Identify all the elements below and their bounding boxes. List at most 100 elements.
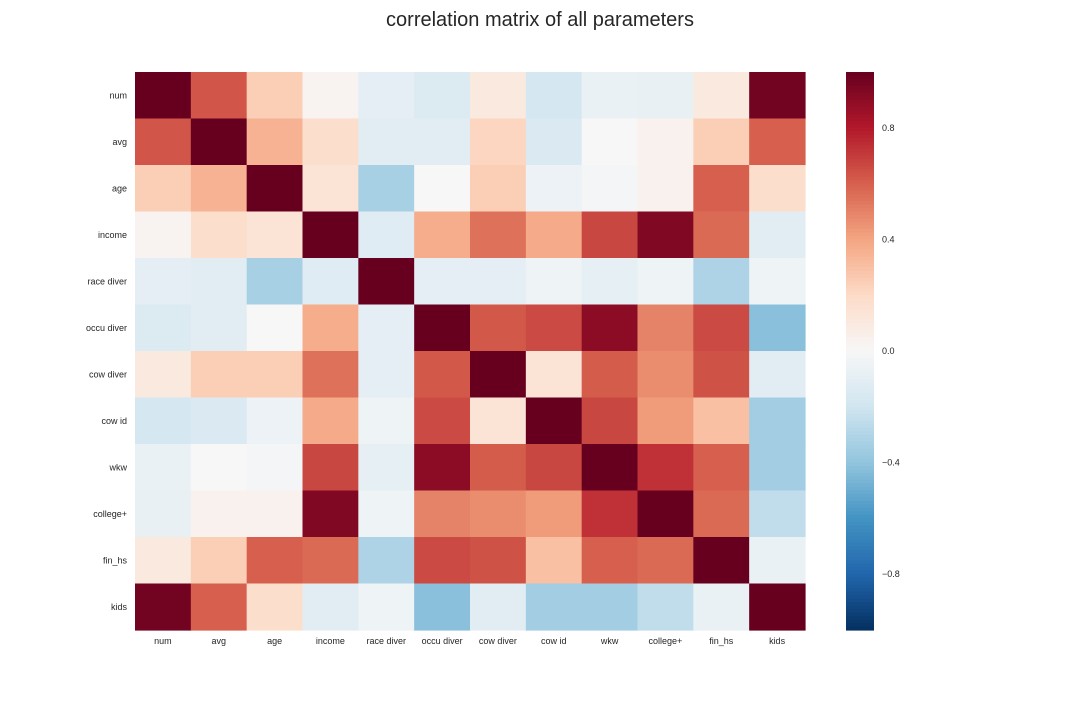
heatmap-cell — [581, 258, 639, 306]
heatmap-cell — [693, 211, 750, 259]
heatmap-cell — [246, 72, 304, 120]
colorbar-segment — [846, 228, 874, 234]
heatmap-cell — [135, 258, 192, 306]
colorbar-segment — [846, 364, 874, 370]
heatmap-cell — [581, 490, 639, 538]
heatmap-cell — [414, 165, 471, 213]
heatmap-cell — [749, 397, 806, 445]
colorbar-segment — [846, 106, 874, 111]
colorbar-segment — [846, 166, 874, 171]
colorbar-segment — [846, 445, 874, 450]
heatmap-cell — [135, 72, 192, 120]
y-tick-label: occu diver — [86, 323, 127, 333]
heatmap-cell — [190, 397, 248, 445]
heatmap-cell — [525, 258, 583, 306]
colorbar-segment — [846, 560, 874, 565]
y-tick-label: kids — [111, 602, 128, 612]
colorbar-segment — [846, 595, 874, 600]
heatmap-cell — [302, 165, 359, 213]
heatmap-cell — [302, 118, 359, 166]
colorbar-segment — [846, 417, 874, 422]
colorbar-segment — [846, 459, 874, 464]
heatmap-cell — [749, 490, 806, 538]
colorbar-segment — [846, 399, 874, 404]
heatmap-cell — [693, 583, 750, 631]
heatmap-cell — [637, 211, 694, 259]
colorbar-segment — [846, 82, 874, 87]
heatmap-cell — [414, 444, 471, 492]
y-tick-label: cow id — [101, 416, 127, 426]
heatmap-cell — [637, 72, 694, 120]
y-tick-label: college+ — [93, 509, 127, 519]
colorbar-segment — [846, 626, 874, 631]
colorbar-segment — [846, 288, 874, 293]
heatmap-cell — [525, 304, 583, 352]
heatmap-cell — [302, 537, 359, 585]
colorbar-segment — [846, 385, 874, 390]
heatmap-cell — [749, 72, 806, 120]
heatmap-cell — [190, 165, 248, 213]
heatmap-cell — [581, 537, 639, 585]
heatmap-cells — [135, 72, 806, 631]
chart-title: correlation matrix of all parameters — [386, 9, 694, 31]
heatmap-cell — [470, 72, 527, 120]
colorbar-segment — [846, 493, 874, 499]
heatmap-cell — [190, 444, 248, 492]
colorbar-segment — [846, 148, 874, 153]
colorbar-segment — [846, 218, 874, 223]
colorbar-segment — [846, 239, 874, 244]
heatmap-cell — [246, 397, 304, 445]
colorbar-segment — [846, 249, 874, 254]
x-tick-label: cow id — [541, 636, 567, 646]
heatmap-cell — [637, 537, 694, 585]
heatmap-cell — [190, 304, 248, 352]
heatmap-cell — [749, 444, 806, 492]
heatmap-cell — [414, 537, 471, 585]
colorbar-segment — [846, 99, 874, 104]
colorbar-segment — [846, 208, 874, 213]
colorbar-segment — [846, 323, 874, 328]
colorbar-segment — [846, 382, 874, 387]
x-axis-labels: num avg age income race diver occu diver cow d… — [154, 636, 785, 646]
heatmap-cell — [246, 304, 304, 352]
heatmap-cell — [302, 258, 359, 306]
heatmap-cell — [693, 304, 750, 352]
heatmap-cell — [470, 490, 527, 538]
heatmap-cell — [693, 444, 750, 492]
heatmap-cell — [637, 165, 694, 213]
heatmap-cell — [637, 490, 694, 538]
heatmap-cell — [358, 258, 415, 306]
heatmap-cell — [470, 444, 527, 492]
colorbar-segment — [846, 253, 874, 258]
heatmap-cell — [693, 258, 750, 306]
heatmap-cell — [135, 583, 192, 631]
heatmap-cell — [246, 258, 304, 306]
colorbar-segment — [846, 89, 874, 94]
heatmap-cell — [302, 444, 359, 492]
colorbar-segment — [846, 330, 874, 335]
colorbar-segment — [846, 221, 874, 227]
heatmap-cell — [302, 304, 359, 352]
heatmap-cell — [414, 351, 471, 399]
heatmap-cell — [470, 537, 527, 585]
colorbar-segment — [846, 539, 874, 544]
heatmap-cell — [525, 118, 583, 166]
heatmap-cell — [302, 351, 359, 399]
heatmap-cell — [246, 351, 304, 399]
heatmap-cell — [302, 583, 359, 631]
heatmap-cell — [414, 211, 471, 259]
colorbar-segment — [846, 427, 874, 432]
heatmap-cell — [749, 211, 806, 259]
colorbar-segment — [846, 507, 874, 513]
colorbar-segment — [846, 120, 874, 125]
colorbar-segment — [846, 500, 874, 506]
heatmap-cell — [470, 118, 527, 166]
colorbar-segment — [846, 480, 874, 485]
heatmap-cell — [135, 490, 192, 538]
colorbar-segment — [846, 357, 874, 363]
heatmap-cell — [470, 397, 527, 445]
colorbar-segment — [846, 225, 874, 230]
colorbar-segment — [846, 85, 874, 91]
heatmap-cell — [302, 490, 359, 538]
colorbar-segment — [846, 528, 874, 533]
